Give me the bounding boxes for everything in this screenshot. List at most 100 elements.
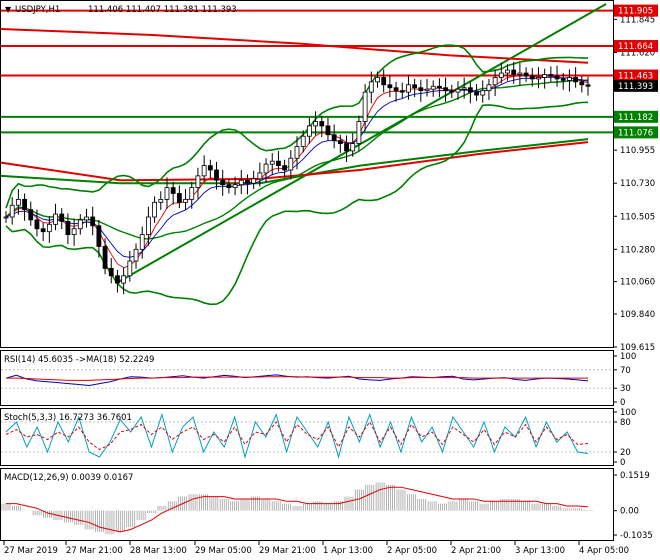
stoch-title: Stoch(5,3,3) 16.7273 36.7601	[4, 413, 132, 423]
chart-header-arrow-icon[interactable]: ▼	[5, 5, 12, 14]
candle-body	[251, 178, 257, 184]
chart-ohlc: 111.406 111.407 111.381 111.393	[88, 5, 237, 15]
candle-body	[158, 198, 164, 203]
candle-body	[331, 134, 337, 142]
candle-body	[282, 165, 288, 171]
candle-body	[96, 225, 102, 247]
candle-body	[412, 84, 418, 89]
candle-body	[368, 81, 374, 93]
candle-body	[288, 157, 294, 171]
sub-tick-label: 80	[620, 418, 631, 428]
candle-body	[498, 72, 504, 78]
level-price-label: 111.182	[618, 113, 653, 123]
current-price-box	[614, 79, 658, 92]
time-tick-label: 4 Apr 05:00	[579, 546, 629, 556]
candle-body	[201, 165, 207, 177]
candle-body	[139, 234, 145, 250]
sub-tick-label: 100	[620, 408, 636, 418]
candle-body	[276, 160, 281, 166]
sub-tick-label: 70	[620, 366, 631, 376]
level-price-box	[614, 40, 658, 53]
candle-body	[102, 245, 108, 269]
candle-body	[443, 87, 448, 92]
candle-body	[214, 169, 219, 181]
candle-body	[294, 146, 300, 159]
sub-tick-label: -0.1035	[620, 531, 653, 541]
macd-signal-line	[6, 486, 589, 533]
level-price-box	[614, 4, 658, 17]
candle-body	[344, 143, 349, 152]
time-tick-label: 27 Mar 21:00	[66, 546, 123, 556]
candle-body	[121, 275, 127, 284]
candle-body	[492, 77, 498, 86]
candle-body	[387, 84, 393, 89]
candle-body	[467, 87, 473, 93]
candle-body	[269, 160, 275, 165]
price-tick-label: 109.840	[620, 310, 655, 320]
sub-tick-label: 30	[620, 384, 631, 394]
candle-body	[313, 121, 318, 127]
candle-body	[46, 223, 52, 233]
price-tick-label: 109.615	[620, 343, 655, 353]
stoch-panel-frame	[0, 408, 614, 466]
time-tick-label: 29 Mar 21:00	[259, 546, 316, 556]
candle-body	[455, 88, 461, 93]
main-chart	[0, 3, 613, 306]
candle-body	[418, 87, 424, 92]
candle-body	[133, 248, 139, 262]
price-tick-label: 111.620	[620, 48, 655, 58]
candle-body	[77, 219, 83, 230]
level-price-label: 111.905	[618, 7, 653, 17]
sub-tick-label: 0	[620, 398, 625, 408]
sub-tick-label: 0	[620, 458, 625, 468]
candle-body	[337, 140, 343, 144]
candle-body	[393, 87, 399, 92]
candle-body	[3, 216, 9, 219]
candle-body	[15, 198, 21, 206]
candle-body	[536, 77, 541, 80]
candle-body	[53, 213, 58, 225]
candle-body	[573, 77, 579, 83]
candle-body	[554, 75, 560, 80]
candle-body	[40, 228, 46, 233]
candle-body	[381, 77, 387, 86]
price-tick-label: 110.280	[620, 245, 655, 255]
chart-symbol: USDJPY,H1	[15, 5, 60, 15]
stoch-signal-line	[5, 421, 589, 451]
candle-body	[424, 88, 430, 92]
candle-body	[232, 184, 238, 189]
time-tick-label: 28 Mar 13:00	[130, 546, 187, 556]
candle-body	[176, 193, 182, 203]
stoch-main-line	[5, 412, 589, 459]
candle-body	[34, 219, 40, 230]
candle-body	[480, 90, 486, 96]
candle-body	[362, 91, 368, 122]
candle-body	[437, 85, 442, 89]
candle-body	[399, 90, 405, 93]
current-price-label: 111.393	[618, 82, 653, 92]
candle-body	[127, 260, 133, 277]
candle-body	[486, 84, 492, 92]
candle-body	[65, 221, 71, 236]
price-axis: 111.845111.620111.400111.180110.955110.7…	[613, 4, 658, 541]
candle-body	[9, 204, 15, 218]
candle-body	[300, 135, 306, 147]
time-tick-label: 2 Apr 05:00	[387, 546, 437, 556]
time-axis: 27 Mar 2019 27 Mar 21:00 28 Mar 13:00 29 Ma…	[3, 541, 629, 556]
candle-body	[164, 187, 170, 200]
time-tick-label: 29 Mar 05:00	[195, 546, 252, 556]
time-tick-label: 3 Apr 13:00	[515, 546, 565, 556]
price-tick-label: 111.845	[620, 15, 655, 25]
candle-body	[207, 165, 213, 171]
candle-body	[146, 216, 151, 236]
candle-body	[449, 90, 455, 93]
candle-body	[430, 85, 436, 90]
price-tick-label: 110.730	[620, 179, 655, 189]
candle-body	[71, 228, 77, 236]
candle-body	[529, 75, 535, 80]
sub-tick-label: 100	[620, 352, 636, 362]
trendline-red-curve	[0, 141, 589, 182]
candle-body	[579, 81, 585, 86]
candle-body	[517, 72, 523, 75]
